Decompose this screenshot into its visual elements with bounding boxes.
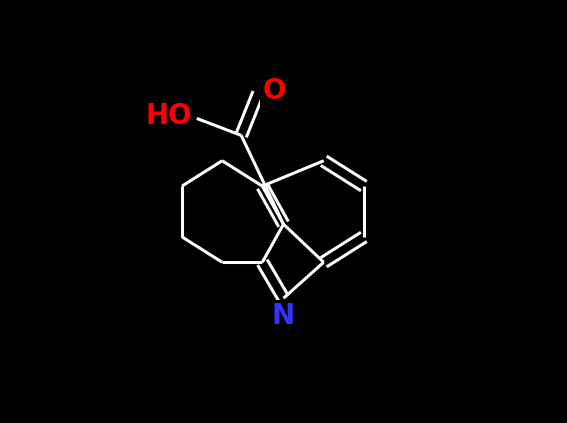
Text: N: N	[272, 302, 295, 330]
Text: HO: HO	[146, 102, 193, 130]
Text: O: O	[263, 77, 286, 105]
